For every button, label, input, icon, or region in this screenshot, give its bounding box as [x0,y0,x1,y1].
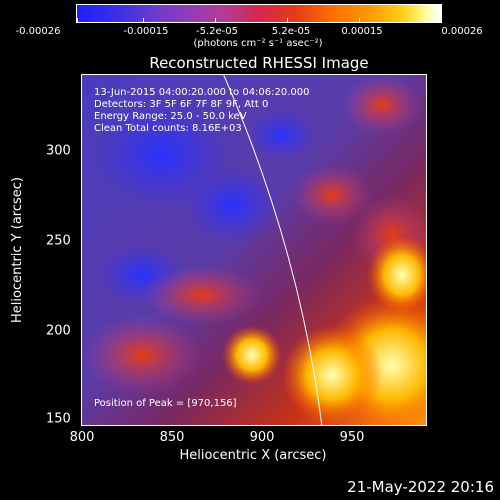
x-tick-label: 800 [69,430,95,445]
image-title: Reconstructed RHESSI Image [149,54,369,72]
colorbar-tick-label: -0.00015 [123,26,169,37]
info-detectors: Detectors: 3F 5F 6F 7F 8F 9F, Att 0 [94,99,269,110]
y-axis-label: Heliocentric Y (arcsec) [10,177,25,323]
y-tick-label: 200 [46,323,71,339]
rhessi-image [81,74,427,426]
colorbar-tick-label: 0.00026 [441,26,483,37]
colorbar-tick-label: 0.00015 [341,26,383,37]
colorbar-tick-label: -5.2e-05 [196,26,238,37]
info-clean: Clean Total counts: 8.16E+03 [94,123,242,134]
y-tick-label: 250 [46,233,71,249]
x-tick-label: 850 [159,430,185,445]
x-axis-label: Heliocentric X (arcsec) [179,448,327,463]
colorbar-tick-label: 5.2e-05 [271,26,311,37]
colorbar-tick-label: -0.00026 [15,26,61,37]
y-tick-label: 300 [46,143,71,159]
datestamp: 21-May-2022 20:16 [347,478,494,496]
colorbar-unit: (photons cm⁻² s⁻¹ asec⁻²) [193,38,323,49]
x-tick-label: 950 [339,430,365,445]
info-time-range: 13-Jun-2015 04:00:20.000 to 04:06:20.000 [94,87,310,98]
info-energy: Energy Range: 25.0 - 50.0 keV [94,111,247,122]
x-tick-label: 900 [249,430,275,445]
y-tick-label: 150 [46,411,71,427]
colorbar [76,4,442,23]
info-peak: Position of Peak = [970,156] [94,398,237,409]
